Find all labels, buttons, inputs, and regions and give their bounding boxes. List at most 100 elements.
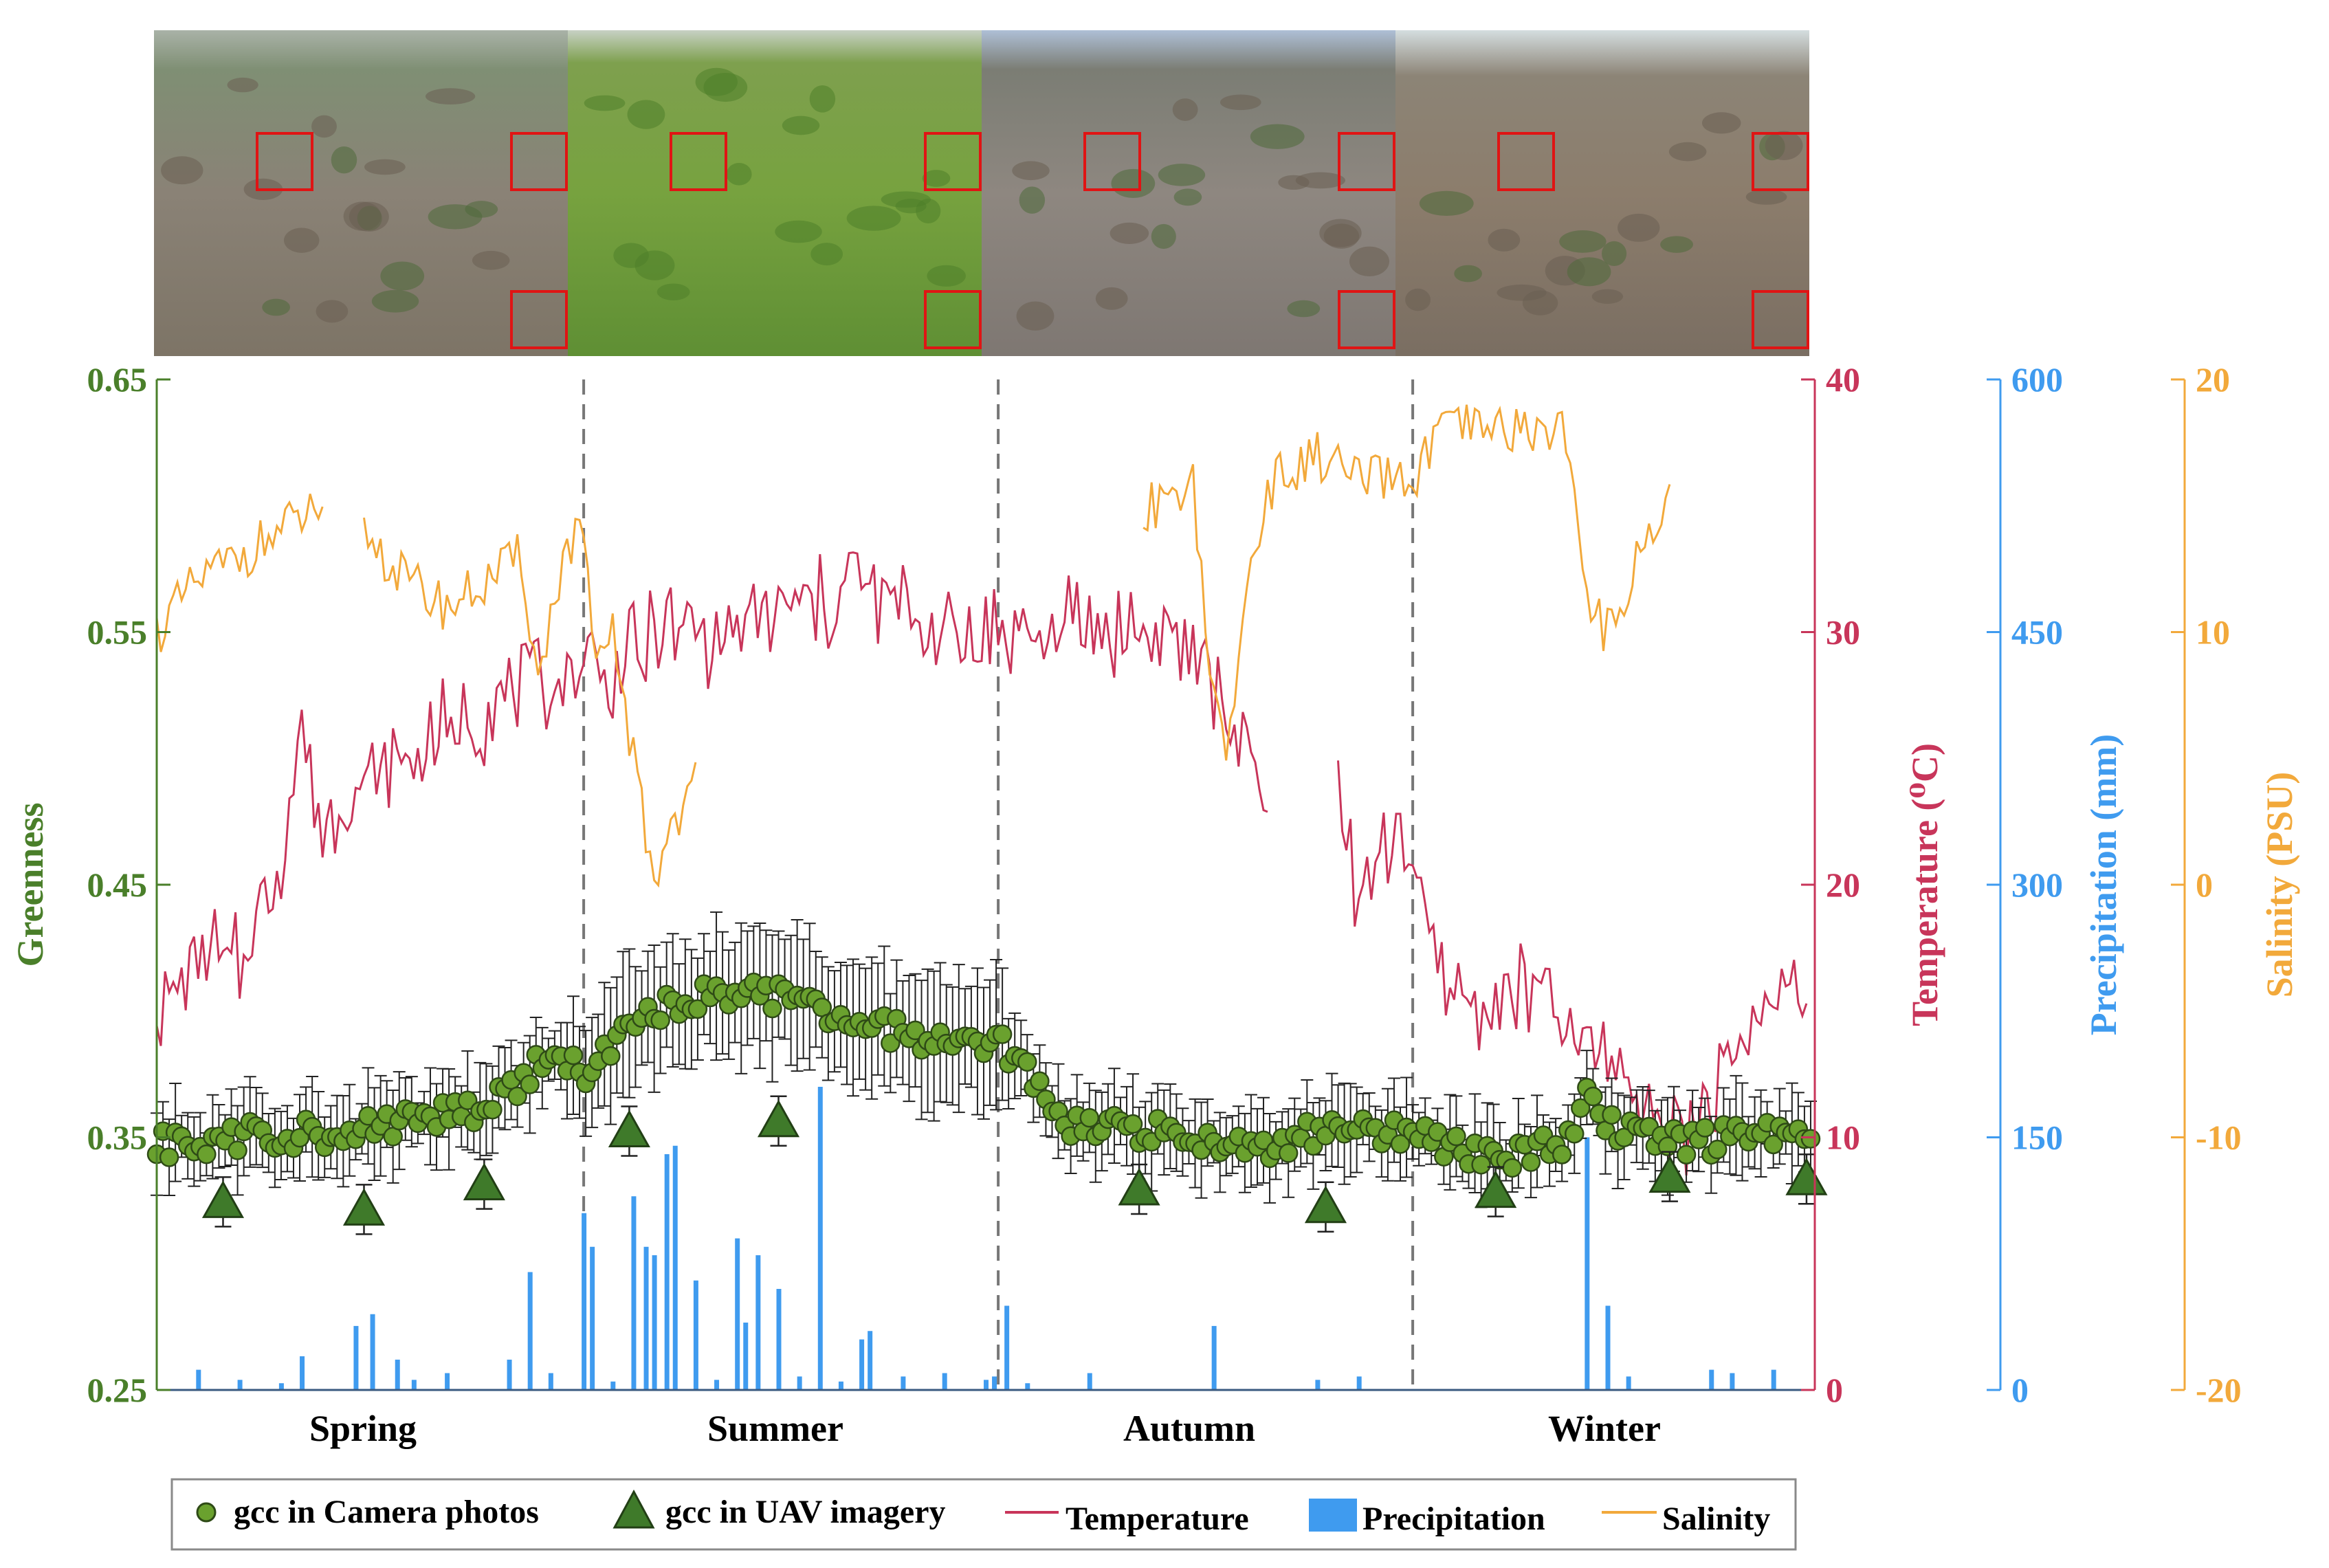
gcc-uav-point <box>463 1162 505 1201</box>
photo-roi-box <box>1752 132 1809 191</box>
salinity-axis-title: Salinity (PSU) <box>2259 772 2300 998</box>
precipitation-bar <box>693 1280 698 1390</box>
photo-shrub <box>1660 236 1693 253</box>
gcc-camera-point <box>458 1090 478 1110</box>
gcc-camera-point <box>1552 1145 1572 1164</box>
photo-roi-box <box>1752 290 1809 349</box>
gcc-camera-point <box>520 1074 540 1094</box>
precipitation-bar <box>196 1369 201 1390</box>
legend-temperature-label: Temperature <box>1066 1501 1249 1537</box>
photo-shrub <box>227 77 258 93</box>
gcc-camera-point <box>1017 1052 1037 1072</box>
photo-shrub <box>1019 186 1046 214</box>
precipitation-bar <box>838 1381 843 1390</box>
gcc-camera-point <box>1565 1123 1585 1144</box>
season-label-summer: Summer <box>707 1408 843 1449</box>
photo-roi-box <box>1083 132 1141 191</box>
gcc-camera-point <box>601 1046 621 1066</box>
photo-spring <box>154 30 568 356</box>
gcc-camera-point <box>1695 1118 1715 1138</box>
gcc-camera-point <box>159 1147 179 1167</box>
gcc-uav-point <box>1118 1167 1160 1206</box>
precipitation-tick-label: 150 <box>2011 1118 2063 1157</box>
precipitation-bar <box>1626 1376 1631 1390</box>
gcc-camera-point <box>1446 1126 1466 1147</box>
photo-shrub <box>1219 94 1261 111</box>
precipitation-bars <box>196 1087 1776 1390</box>
photo-shrub <box>380 261 425 291</box>
photo-shrub <box>775 220 822 243</box>
precipitation-bar <box>755 1255 761 1390</box>
gcc-camera-point <box>1583 1086 1603 1107</box>
precipitation-bar <box>507 1359 512 1390</box>
salinity-tick-label: 20 <box>2196 360 2230 399</box>
photo-shrub <box>927 265 966 287</box>
precipitation-tick-label: 0 <box>2011 1371 2029 1409</box>
precipitation-bar <box>548 1373 553 1390</box>
gcc-camera-point <box>650 1010 670 1030</box>
precipitation-bar <box>901 1376 906 1390</box>
photo-shrub <box>1591 289 1624 304</box>
precipitation-bar <box>590 1246 595 1390</box>
precipitation-bar <box>743 1323 749 1390</box>
precipitation-bar <box>652 1255 657 1390</box>
precipitation-bar <box>797 1376 802 1390</box>
photo-shrub <box>656 283 690 300</box>
legend-uav-label: gcc in UAV imagery <box>665 1494 946 1530</box>
temperature-tick-label: 40 <box>1826 360 1860 399</box>
photo-shrub <box>726 163 752 186</box>
precipitation-bar <box>714 1380 720 1390</box>
temperature-segment <box>155 551 1268 1046</box>
precipitation-bar <box>610 1381 616 1390</box>
photo-shrub <box>1488 228 1521 252</box>
precipitation-bar <box>643 1246 649 1390</box>
temperature-tick-label: 20 <box>1826 865 1860 904</box>
photo-roi-box <box>510 132 568 191</box>
gcc-camera-point <box>507 1086 527 1107</box>
precipitation-bar <box>984 1380 989 1390</box>
gcc-camera-point <box>1708 1139 1728 1160</box>
gcc-camera-point <box>1800 1129 1821 1149</box>
gcc-camera-point <box>992 1024 1013 1044</box>
gcc-camera-point <box>881 1033 901 1053</box>
precipitation-bar <box>1004 1305 1010 1390</box>
precipitation-bar <box>353 1325 359 1390</box>
gcc-camera-point <box>197 1144 217 1164</box>
legend-camera-marker <box>196 1502 217 1523</box>
gcc-uav-point <box>1304 1185 1347 1224</box>
gcc-camera-point <box>483 1099 503 1120</box>
temperature-axis-title: Temperature (⁰C) <box>1904 743 1945 1026</box>
temperature-tick-label: 10 <box>1826 1118 1860 1157</box>
salinity-tick-label: -20 <box>2196 1371 2242 1409</box>
photo-shrub <box>1095 287 1128 310</box>
gcc-camera-point <box>1502 1158 1523 1178</box>
salinity-segment <box>363 517 697 888</box>
precipitation-axis-title: Precipitation (mm) <box>2083 734 2124 1035</box>
photo-shrub <box>262 298 290 316</box>
gcc-camera-point <box>1763 1134 1783 1155</box>
axes: 0.25 0.35 0.45 0.55 0.65 Greenness 0 10 20 30 40 Te… <box>10 360 2300 1409</box>
photo-shrub <box>1765 131 1803 160</box>
photo-shrub <box>809 85 836 113</box>
photo-shrub <box>1323 223 1360 249</box>
gcc-camera-point <box>1571 1098 1591 1118</box>
photo-roi-box <box>924 290 982 349</box>
season-label-winter: Winter <box>1548 1408 1661 1449</box>
photo-roi-box <box>1497 132 1555 191</box>
gcc-camera-point <box>1428 1122 1448 1142</box>
photo-shrub <box>1618 213 1660 242</box>
salinity-tick-label: 10 <box>2196 613 2230 652</box>
precipitation-bar <box>1087 1373 1092 1390</box>
precipitation-bar <box>237 1380 243 1390</box>
precipitation-bar <box>370 1314 375 1390</box>
photo-shrub <box>782 115 820 135</box>
greenness-tick-label: 0.65 <box>87 360 148 399</box>
photo-shrub <box>1151 223 1176 250</box>
gcc-camera-point <box>1521 1152 1541 1172</box>
precipitation-bar <box>1730 1373 1735 1390</box>
photo-shrub <box>1172 98 1198 121</box>
legend-precipitation-swatch <box>1309 1499 1357 1532</box>
gcc-camera-point <box>762 998 782 1019</box>
season-label-spring: Spring <box>309 1408 417 1449</box>
